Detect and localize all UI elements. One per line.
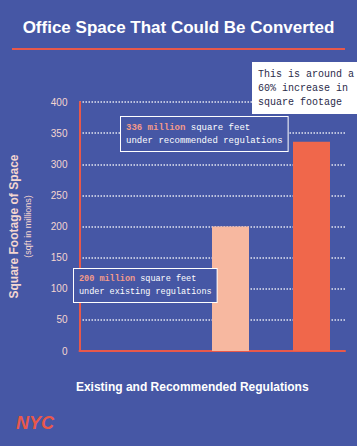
svg-text:Square Footage of Space: Square Footage of Space <box>7 154 21 298</box>
svg-text:square feet: square feet <box>185 123 250 133</box>
svg-text:336 million: 336 million <box>126 123 185 133</box>
svg-text:200 million: 200 million <box>79 274 135 284</box>
svg-text:Office Space That Could Be Con: Office Space That Could Be Converted <box>23 18 335 37</box>
svg-text:100: 100 <box>51 283 68 294</box>
svg-text:Existing and Recommended Regul: Existing and Recommended Regulations <box>76 380 309 394</box>
svg-text:NYC: NYC <box>16 413 55 433</box>
svg-text:250: 250 <box>51 190 68 201</box>
svg-text:This is around a: This is around a <box>258 69 354 80</box>
svg-text:under recommended regulations: under recommended regulations <box>126 136 283 146</box>
svg-text:(sqft in millions): (sqft in millions) <box>23 195 33 258</box>
svg-text:square feet: square feet <box>135 274 196 284</box>
svg-text:0: 0 <box>62 346 68 357</box>
svg-text:400: 400 <box>51 97 68 108</box>
svg-text:50: 50 <box>56 314 68 325</box>
svg-text:square footage: square footage <box>258 97 342 108</box>
svg-text:350: 350 <box>51 128 68 139</box>
svg-text:under existing regulations: under existing regulations <box>79 287 212 297</box>
svg-text:60% increase in: 60% increase in <box>258 83 348 94</box>
svg-text:300: 300 <box>51 159 68 170</box>
svg-text:150: 150 <box>51 252 68 263</box>
svg-text:200: 200 <box>51 221 68 232</box>
